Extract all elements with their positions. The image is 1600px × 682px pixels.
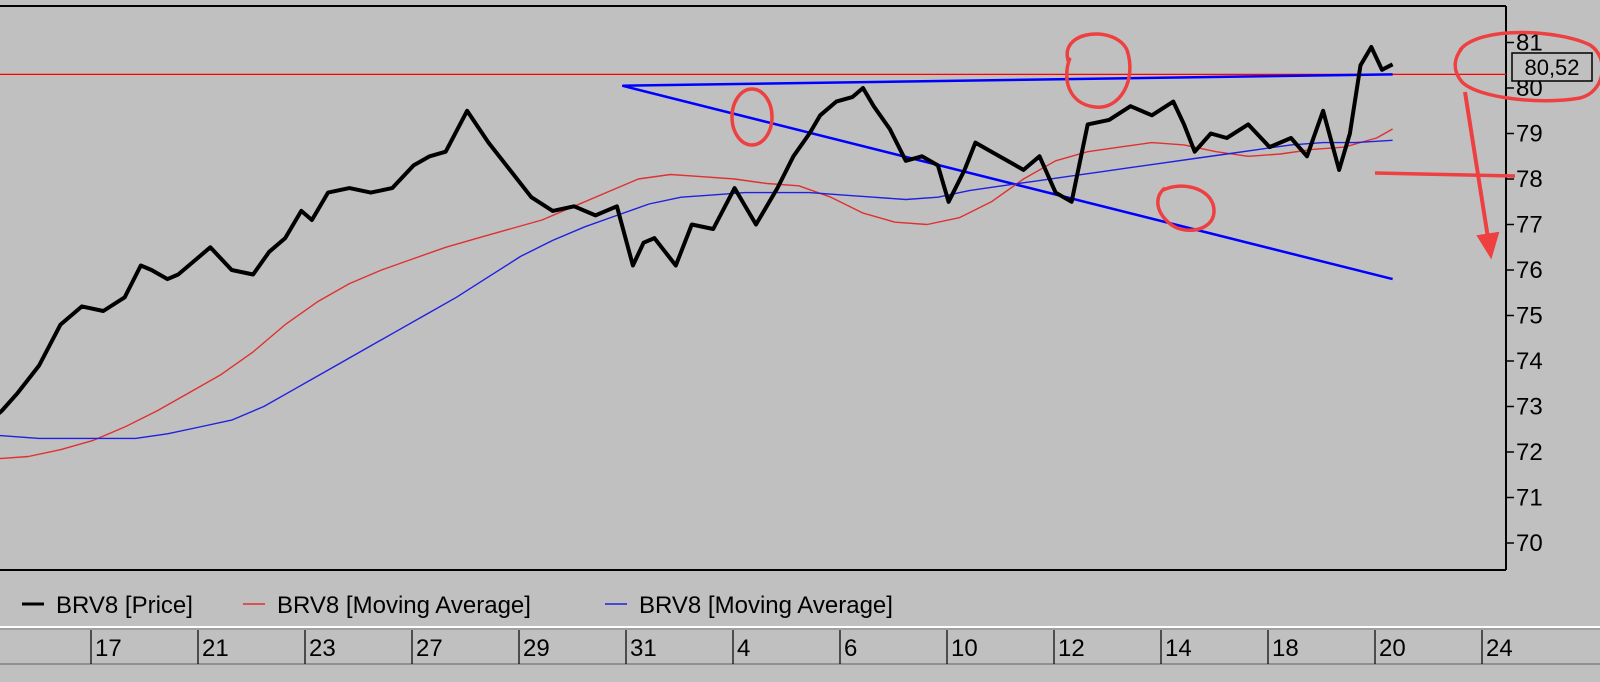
annotation-circle-peak-4 <box>730 87 774 147</box>
annotation-circle-low-14 <box>1156 184 1216 232</box>
y-tick-label: 72 <box>1516 439 1543 466</box>
annotation-arrow-shaft <box>1463 91 1490 239</box>
x-tick-label: 18 <box>1272 635 1299 662</box>
legend-label-price: BRV8 [Price] <box>56 592 193 619</box>
x-tick-label: 17 <box>95 635 122 662</box>
y-tick-label: 70 <box>1516 530 1543 557</box>
x-tick-label: 20 <box>1379 635 1406 662</box>
legend: BRV8 [Price] BRV8 [Moving Average] BRV8 … <box>22 592 893 619</box>
x-axis: 17 21 23 27 29 31 4 6 10 12 14 18 20 24 <box>0 626 1600 665</box>
trendline-1 <box>622 73 1393 87</box>
trendline-2 <box>621 84 1393 281</box>
y-tick-label: 74 <box>1516 348 1543 375</box>
last-price-value: 80,52 <box>1524 55 1579 80</box>
legend-label-ma-red: BRV8 [Moving Average] <box>277 592 531 619</box>
x-tick-label: 10 <box>951 635 978 662</box>
x-tick-label: 12 <box>1058 635 1085 662</box>
x-tick-label: 29 <box>523 635 550 662</box>
moving-average-blue-line <box>0 139 1393 440</box>
annotation-arrow-head <box>1476 231 1500 260</box>
series-lines <box>0 45 1394 460</box>
moving-average-red-line <box>0 128 1393 460</box>
x-tick-label: 4 <box>737 635 750 662</box>
annotation-circle-price-tag <box>1453 30 1600 103</box>
plot-frame <box>0 5 1507 571</box>
price-line <box>0 45 1394 416</box>
hand-drawn-annotations <box>730 30 1600 260</box>
annotation-circle-peak-12 <box>1065 32 1132 109</box>
y-tick-label: 71 <box>1516 485 1543 512</box>
legend-label-ma-blue: BRV8 [Moving Average] <box>639 592 893 619</box>
x-tick-label: 31 <box>630 635 657 662</box>
y-tick-label: 77 <box>1516 212 1543 239</box>
y-tick-label: 76 <box>1516 257 1543 284</box>
x-tick-labels: 17 21 23 27 29 31 4 6 10 12 14 18 20 24 <box>90 630 1513 664</box>
y-tick-label: 73 <box>1516 394 1543 421</box>
x-tick-label: 24 <box>1486 635 1513 662</box>
x-tick-label: 6 <box>844 635 857 662</box>
annotation-support-stroke <box>1374 171 1516 178</box>
y-tick-label: 75 <box>1516 303 1543 330</box>
x-tick-label: 21 <box>202 635 229 662</box>
y-tick-label: 79 <box>1516 121 1543 148</box>
reference-lines <box>0 73 1506 281</box>
x-tick-label: 27 <box>416 635 443 662</box>
last-price-tag-box <box>1511 52 1593 82</box>
x-tick-label: 23 <box>309 635 336 662</box>
last-price-tag: 80,52 <box>1511 52 1593 82</box>
y-tick-label: 78 <box>1516 166 1543 193</box>
x-tick-label: 14 <box>1165 635 1192 662</box>
